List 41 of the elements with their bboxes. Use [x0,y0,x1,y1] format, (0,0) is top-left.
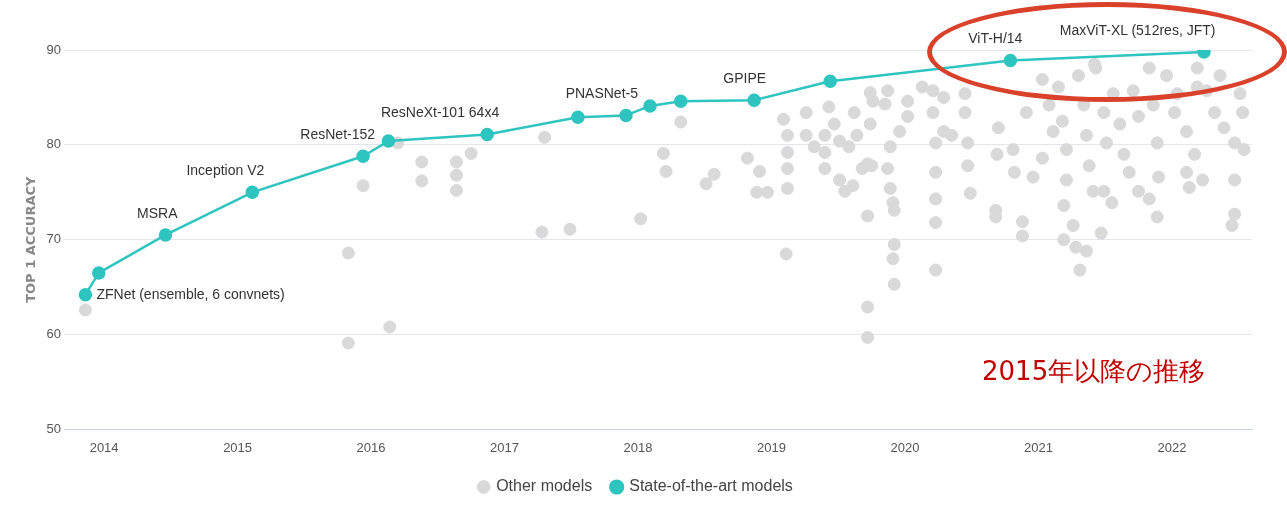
x-tick-label: 2022 [1157,439,1187,455]
y-tick-label: 70 [46,231,62,247]
x-tick-label: 2014 [89,439,119,455]
point [78,287,93,302]
point [747,93,761,108]
point [381,134,396,148]
point [1003,53,1018,68]
annotation: ViT-H/14 [968,30,1023,47]
point [92,266,106,280]
annotation: ZFNet (ensemble, 6 convnets) [96,285,285,302]
point [673,94,688,108]
annotation: 2015年以降の推移 [982,355,1206,389]
annotation: MaxViT-XL (512res, JFT) [1059,21,1216,38]
x-tick-label: 2020 [890,439,920,455]
x-tick-label: 2015 [223,439,253,455]
y-tick-label: 50 [46,420,62,436]
legend-label: State-of-the-art models [629,477,793,495]
point [356,149,370,163]
point [480,127,494,142]
x-tick-label: 2018 [623,439,653,455]
y-axis-title: TOP 1 ACCURACY [23,175,39,303]
annotation: PNASNet-5 [565,85,639,102]
annotation: Inception V2 [186,162,265,179]
point [158,228,173,242]
point [823,74,837,89]
point [643,99,657,113]
annotation: GPIPE [723,70,767,87]
x-tick-label: 2019 [757,439,786,455]
annotation: ResNeXt-101 64x4 [380,104,500,121]
x-tick-label: 2017 [490,439,519,455]
x-tick-label: 2016 [356,439,386,455]
annotation: ResNet-152 [300,126,376,143]
x-tick-label: 2021 [1023,439,1053,455]
y-tick-label: 60 [46,326,62,342]
point [571,110,585,125]
y-tick-label: 80 [46,136,62,152]
point [619,108,633,123]
point [245,185,260,200]
legend-label: Other models [496,477,593,495]
y-tick-label: 90 [46,41,62,57]
annotation: MSRA [137,204,179,221]
